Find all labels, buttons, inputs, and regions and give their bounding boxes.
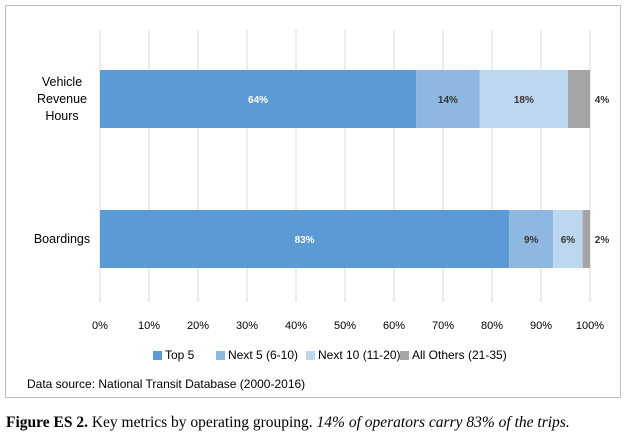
legend-label: Next 5 (6-10) <box>228 348 298 362</box>
x-tick-label: 90% <box>530 320 552 332</box>
figure-title: Key metrics by operating grouping. <box>87 414 313 431</box>
data-label: 83% <box>295 235 315 246</box>
bar-segment-top-5 <box>100 210 510 268</box>
data-label: 9% <box>524 235 539 246</box>
figure-label: Figure ES 2. <box>6 414 88 431</box>
bar-segment-top-5 <box>100 70 417 128</box>
x-tick-label: 100% <box>576 320 604 332</box>
bar-segment-next-5-6-10 <box>416 70 480 128</box>
legend-swatch <box>216 351 225 360</box>
x-tick-label: 0% <box>92 320 108 332</box>
data-label: 64% <box>248 95 268 106</box>
legend-swatch <box>306 351 315 360</box>
category-label: Revenue <box>37 92 87 106</box>
x-tick-label: 30% <box>236 320 258 332</box>
x-tick-label: 80% <box>481 320 503 332</box>
bar-segment-all-others-21-35 <box>567 70 590 128</box>
x-tick-label: 60% <box>383 320 405 332</box>
data-source-note: Data source: National Transit Database (… <box>27 377 306 391</box>
figure-caption: Figure ES 2. Key metrics by operating gr… <box>6 414 570 432</box>
category-label: Hours <box>45 109 78 123</box>
data-label: 4% <box>595 95 610 106</box>
x-tick-label: 10% <box>138 320 160 332</box>
legend-swatch <box>153 351 162 360</box>
legend-swatch <box>400 351 409 360</box>
data-label: 14% <box>438 95 458 106</box>
data-label: 6% <box>561 235 576 246</box>
data-label: 18% <box>514 95 534 106</box>
legend-label: All Others (21-35) <box>412 348 507 362</box>
bar-segment-next-10-11-20 <box>479 70 568 128</box>
bar-segment-next-5-6-10 <box>509 210 554 268</box>
figure-note: 14% of operators carry 83% of the trips. <box>316 414 570 431</box>
x-tick-label: 20% <box>187 320 209 332</box>
x-tick-label: 40% <box>285 320 307 332</box>
x-tick-label: 70% <box>432 320 454 332</box>
bar-segment-all-others-21-35 <box>582 210 590 268</box>
legend-label: Top 5 <box>165 348 195 362</box>
x-tick-label: 50% <box>334 320 356 332</box>
legend-label: Next 10 (11-20) <box>318 348 400 362</box>
data-label: 2% <box>595 235 610 246</box>
category-label: Vehicle <box>42 75 82 89</box>
category-label: Boardings <box>34 232 90 246</box>
bar-segment-next-10-11-20 <box>553 210 583 268</box>
